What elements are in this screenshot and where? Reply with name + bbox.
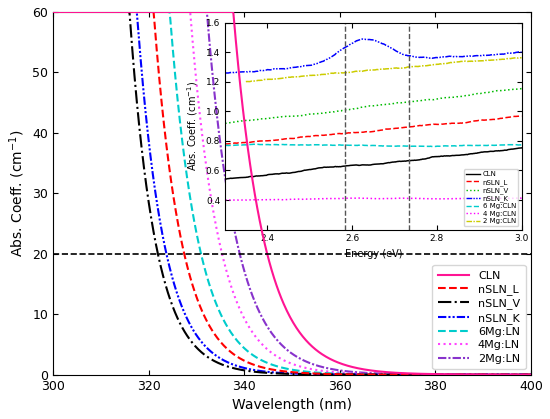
Legend: CLN, nSLN_L, nSLN_V, nSLN_K, 6Mg:LN, 4Mg:LN, 2Mg:LN: CLN, nSLN_L, nSLN_V, nSLN_K, 6Mg:LN, 4Mg…: [432, 265, 526, 369]
Y-axis label: Abs. Coeff. (cm$^{-1}$): Abs. Coeff. (cm$^{-1}$): [7, 129, 26, 257]
X-axis label: Wavelength (nm): Wavelength (nm): [232, 398, 352, 412]
